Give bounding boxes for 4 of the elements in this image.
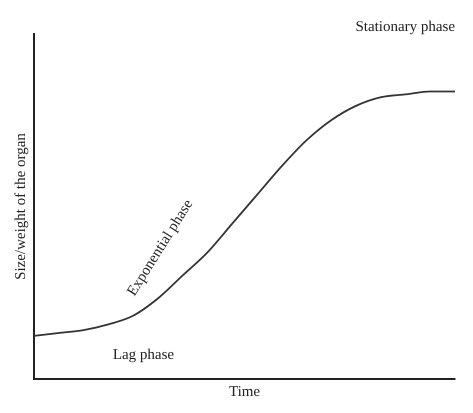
y-axis-title: Size/weight of the organ xyxy=(12,132,29,280)
annotation: Lag phase xyxy=(112,346,174,363)
x-axis-title: Time xyxy=(228,384,260,400)
text: Stationary phase xyxy=(355,19,456,36)
